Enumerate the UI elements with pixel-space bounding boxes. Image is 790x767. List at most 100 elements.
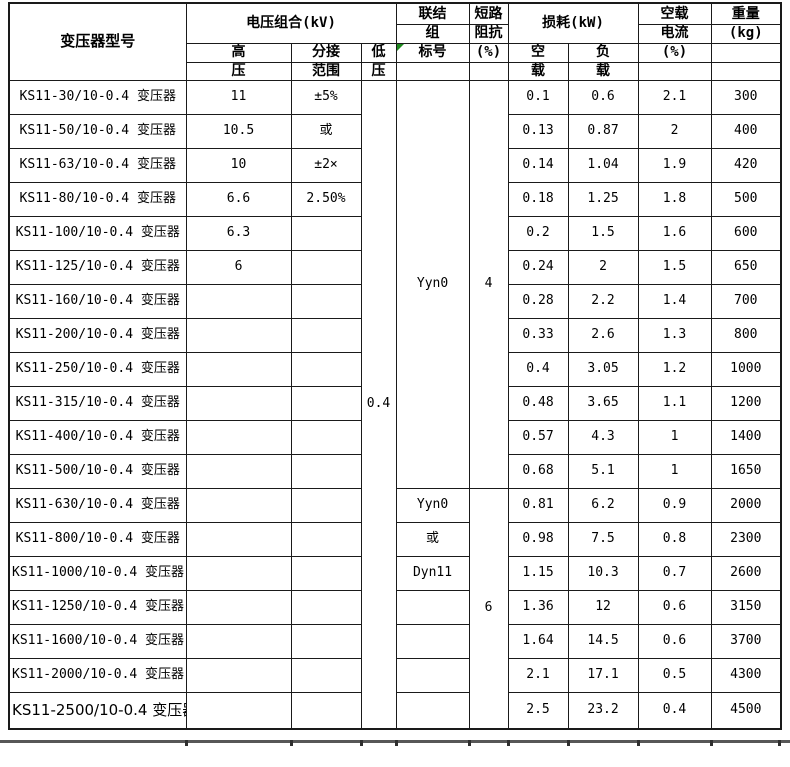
header-connection-line2: 组 — [395, 23, 470, 44]
cell-impedance-merged: 4 — [468, 79, 509, 489]
cell-weight: 3700 — [710, 623, 782, 659]
cell-noload-current: 1.4 — [637, 283, 712, 319]
cell-tap — [290, 419, 362, 455]
cell-connection — [395, 589, 470, 625]
header-row-3: 高 分接 低 标号 (%) 空 负 (%) — [9, 42, 782, 63]
cell-weight: 650 — [710, 249, 782, 285]
cell-noload-loss: 1.36 — [507, 589, 569, 625]
table-row: KS11-315/10-0.4 变压器 0.48 3.65 1.1 1200 — [8, 385, 782, 421]
header-connection-line3: 标号 — [395, 42, 470, 63]
cell-noload-current: 2.1 — [637, 79, 712, 115]
next-table-top-border — [0, 740, 790, 746]
header-tap-line1: 分接 — [290, 42, 362, 63]
cell-connection — [395, 691, 470, 730]
cell-weight: 1650 — [710, 453, 782, 489]
cell-model: KS11-1600/10-0.4 变压器 — [8, 623, 187, 659]
cell-hv: 6 — [185, 249, 292, 285]
cell-tap: 或 — [290, 113, 362, 149]
cell-hv: 10 — [185, 147, 292, 183]
cell-noload-current: 1.5 — [637, 249, 712, 285]
cell-hv — [185, 555, 292, 591]
cell-weight: 2300 — [710, 521, 782, 557]
next-table-column-tick — [468, 740, 471, 746]
cell-noload-loss: 0.57 — [507, 419, 569, 455]
cell-hv: 6.3 — [185, 215, 292, 251]
table-row: KS11-500/10-0.4 变压器 0.68 5.1 1 1650 — [8, 453, 782, 489]
header-noload-current-empty — [637, 61, 712, 81]
cell-weight: 400 — [710, 113, 782, 149]
comment-marker-icon — [397, 44, 404, 51]
cell-hv — [185, 691, 292, 730]
cell-tap — [290, 589, 362, 625]
header-hv-line2: 压 — [185, 61, 292, 81]
cell-weight: 4500 — [710, 691, 782, 730]
cell-load-loss: 1.25 — [567, 181, 639, 217]
cell-tap — [290, 521, 362, 557]
cell-tap — [290, 453, 362, 489]
table-row: KS11-80/10-0.4 变压器 6.6 2.50% 0.18 1.25 1… — [8, 181, 782, 217]
cell-noload-current: 1 — [637, 419, 712, 455]
cell-hv — [185, 283, 292, 319]
next-table-column-tick — [637, 740, 640, 746]
next-table-column-tick — [360, 740, 363, 746]
header-loss-group: 损耗(kW) — [507, 2, 639, 44]
cell-lv-merged: 0.4 — [360, 79, 397, 730]
header-load-loss-line1: 负 — [567, 42, 639, 63]
cell-load-loss: 3.65 — [567, 385, 639, 421]
cell-model: KS11-125/10-0.4 变压器 — [8, 249, 187, 285]
next-table-column-tick — [395, 740, 398, 746]
cell-noload-current: 1.6 — [637, 215, 712, 251]
cell-model: KS11-63/10-0.4 变压器 — [8, 147, 187, 183]
cell-load-loss: 4.3 — [567, 419, 639, 455]
cell-noload-loss: 0.2 — [507, 215, 569, 251]
header-impedance-line3: (%) — [468, 42, 509, 63]
cell-load-loss: 0.6 — [567, 79, 639, 115]
cell-hv — [185, 589, 292, 625]
header-voltage-group: 电压组合(kV) — [185, 2, 397, 44]
cell-model: KS11-100/10-0.4 变压器 — [8, 215, 187, 251]
table-header: 变压器型号 电压组合(kV) 联结 短路 损耗(kW) 空载 重量 组 阻抗 电… — [8, 2, 782, 81]
cell-weight: 300 — [710, 79, 782, 115]
transformer-spec-table: 变压器型号 电压组合(kV) 联结 短路 损耗(kW) 空载 重量 组 阻抗 电… — [8, 2, 783, 730]
cell-tap: ±5% — [290, 79, 362, 115]
cell-noload-loss: 0.13 — [507, 113, 569, 149]
header-noload-current-line2: 电流 — [637, 23, 712, 44]
next-table-column-tick — [290, 740, 293, 746]
cell-noload-loss: 0.24 — [507, 249, 569, 285]
table-row: KS11-400/10-0.4 变压器 0.57 4.3 1 1400 — [8, 419, 782, 455]
cell-weight: 500 — [710, 181, 782, 217]
cell-noload-current: 1.9 — [637, 147, 712, 183]
cell-load-loss: 14.5 — [567, 623, 639, 659]
cell-hv: 6.6 — [185, 181, 292, 217]
header-connection-empty — [395, 61, 470, 81]
cell-tap — [290, 283, 362, 319]
cell-noload-current: 1.1 — [637, 385, 712, 421]
cell-noload-loss: 0.48 — [507, 385, 569, 421]
cell-hv — [185, 623, 292, 659]
cell-load-loss: 1.5 — [567, 215, 639, 251]
cell-noload-loss: 0.68 — [507, 453, 569, 489]
cell-weight: 1000 — [710, 351, 782, 387]
cell-noload-current: 0.6 — [637, 589, 712, 625]
table-row: KS11-200/10-0.4 变压器 0.33 2.6 1.3 800 — [8, 317, 782, 353]
cell-model: KS11-1250/10-0.4 变压器 — [8, 589, 187, 625]
cell-noload-loss: 1.64 — [507, 623, 569, 659]
cell-model: KS11-1000/10-0.4 变压器 — [8, 555, 187, 591]
header-weight-empty2 — [710, 61, 782, 81]
cell-noload-loss: 0.98 — [507, 521, 569, 557]
header-impedance-empty — [468, 61, 509, 81]
cell-model: KS11-30/10-0.4 变压器 — [8, 79, 187, 115]
header-connection-line1: 联结 — [395, 2, 470, 25]
cell-load-loss: 1.04 — [567, 147, 639, 183]
cell-connection-merged: Yyn0 — [395, 79, 470, 489]
next-table-column-tick — [567, 740, 570, 746]
cell-model: KS11-800/10-0.4 变压器 — [8, 521, 187, 557]
cell-tap — [290, 351, 362, 387]
header-lv-line1: 低 — [360, 42, 397, 63]
cell-noload-current: 0.4 — [637, 691, 712, 730]
next-table-column-tick — [710, 740, 713, 746]
table-row: KS11-160/10-0.4 变压器 0.28 2.2 1.4 700 — [8, 283, 782, 319]
header-noload-loss-line2: 载 — [507, 61, 569, 81]
cell-load-loss: 5.1 — [567, 453, 639, 489]
cell-connection: Dyn11 — [395, 555, 470, 591]
